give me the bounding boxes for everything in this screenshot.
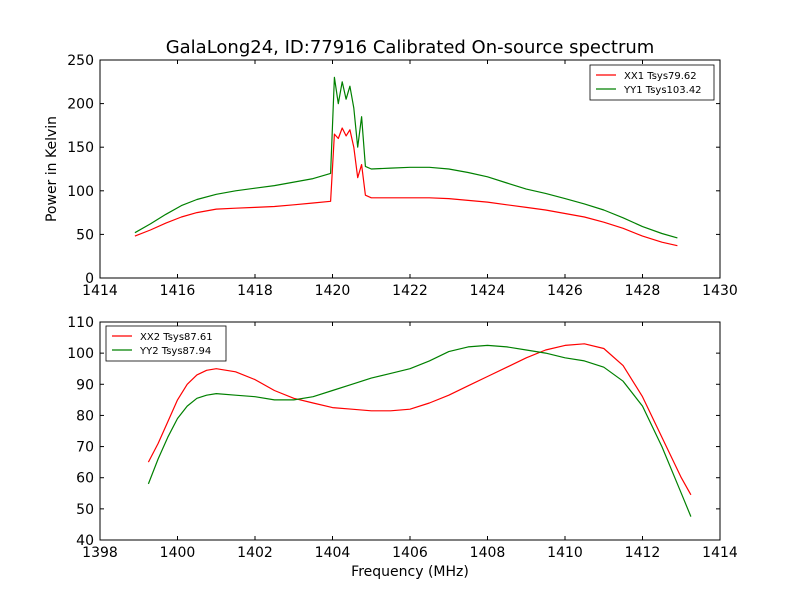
y-tick-label: 50: [76, 502, 94, 518]
x-tick-label: 1404: [315, 545, 351, 561]
x-tick-label: 1422: [392, 283, 428, 299]
x-tick-label: 1412: [625, 545, 661, 561]
legend: XX2 Tsys87.61 YY2 Tsys87.94: [105, 325, 227, 362]
y-tick-label: 50: [76, 227, 94, 243]
legend-box: [105, 325, 227, 362]
legend-label: YY2 Tsys87.94: [139, 346, 211, 357]
top-ylabel: Power in Kelvin: [44, 116, 60, 222]
legend-label: XX1 Tsys79.62: [624, 71, 697, 82]
x-tick-label: 1426: [547, 283, 583, 299]
y-tick-label: 200: [67, 97, 94, 113]
series-line-1: [147, 343, 692, 496]
y-tick-label: 0: [85, 271, 94, 287]
top-panel: Power in Kelvin 1414 1416 1418 1420 1422 1424…: [44, 53, 738, 299]
x-tick-label: 1402: [237, 545, 273, 561]
y-tick-label: 70: [76, 440, 94, 456]
y-tick-label: 90: [76, 377, 94, 393]
x-tick-label: 1414: [702, 545, 738, 561]
x-tick-label: 1416: [160, 283, 196, 299]
y-tick-label: 80: [76, 408, 94, 424]
x-tick-label: 1414: [82, 283, 118, 299]
series-line-2: [134, 76, 678, 239]
x-tick-label: 1420: [315, 283, 351, 299]
series-line-1: [134, 127, 678, 247]
x-tick-label: 1430: [702, 283, 738, 299]
x-tick-label: 1418: [237, 283, 273, 299]
y-tick-label: 100: [67, 184, 94, 200]
figure-title: GalaLong24, ID:77916 Calibrated On-sourc…: [166, 37, 655, 58]
x-tick-label: 1410: [547, 545, 583, 561]
y-tick-label: 250: [67, 53, 94, 69]
x-tick-label: 1428: [625, 283, 661, 299]
series-line-2: [147, 344, 692, 517]
x-tick-label: 1406: [392, 545, 428, 561]
x-tick-label: 1424: [470, 283, 506, 299]
legend: XX1 Tsys79.62 YY1 Tsys103.42: [589, 64, 715, 101]
y-tick-label: 40: [76, 533, 94, 549]
x-tick-label: 1408: [470, 545, 506, 561]
legend-label: YY1 Tsys103.42: [623, 85, 702, 96]
x-tick-label: 1398: [82, 545, 118, 561]
legend-label: XX2 Tsys87.61: [140, 332, 213, 343]
y-tick-label: 100: [67, 346, 94, 362]
y-tick-label: 60: [76, 471, 94, 487]
y-tick-label: 110: [67, 315, 94, 331]
y-tick-label: 150: [67, 140, 94, 156]
x-tick-label: 1400: [160, 545, 196, 561]
bottom-panel: Frequency (MHz) 1398 1400 1402 1404 1406 1408…: [67, 315, 738, 580]
legend-box: [589, 64, 715, 101]
xaxis-label: Frequency (MHz): [351, 564, 469, 580]
